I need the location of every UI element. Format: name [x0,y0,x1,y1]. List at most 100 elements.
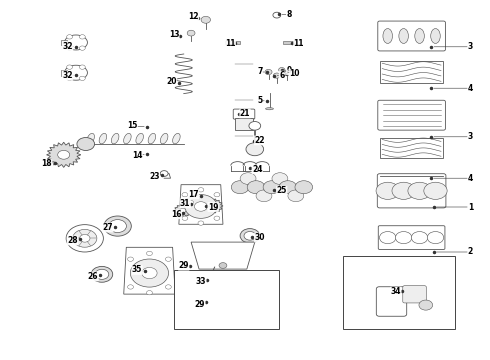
Bar [343,256,455,329]
Text: 6: 6 [279,71,284,80]
Circle shape [222,304,230,310]
Text: 9: 9 [287,66,292,75]
Text: 27: 27 [102,223,113,232]
Text: 3: 3 [468,42,473,51]
Circle shape [58,150,70,159]
Circle shape [288,190,304,202]
Circle shape [419,300,433,310]
Bar [380,138,443,158]
Circle shape [142,267,157,279]
Circle shape [180,208,186,213]
Bar [174,270,279,329]
Circle shape [379,231,396,244]
Text: 19: 19 [208,202,219,211]
Polygon shape [179,185,223,224]
Circle shape [392,182,416,199]
Circle shape [67,76,73,81]
Bar [283,41,297,44]
Text: 28: 28 [67,236,78,245]
Polygon shape [191,242,255,269]
Bar [380,61,443,83]
Circle shape [79,76,85,81]
Circle shape [147,251,152,256]
Circle shape [376,182,399,199]
Circle shape [166,257,171,261]
Text: 2: 2 [468,248,473,256]
Ellipse shape [123,133,131,144]
Circle shape [198,188,204,192]
Text: 22: 22 [254,136,265,145]
Circle shape [198,221,204,225]
Text: 15: 15 [127,122,138,130]
Circle shape [240,229,260,243]
Circle shape [247,181,265,194]
FancyBboxPatch shape [378,226,445,249]
Circle shape [231,181,249,194]
Text: 25: 25 [276,186,287,195]
Circle shape [256,190,272,202]
FancyBboxPatch shape [376,287,407,316]
Circle shape [127,285,133,289]
Circle shape [79,46,85,50]
Polygon shape [203,199,223,213]
Circle shape [279,181,297,194]
Circle shape [427,231,444,244]
Text: 11: 11 [294,39,304,48]
Text: 1: 1 [468,202,473,211]
Ellipse shape [160,133,168,144]
Circle shape [408,182,431,199]
Circle shape [182,216,188,220]
Text: 32: 32 [62,71,73,80]
Polygon shape [198,282,255,310]
Circle shape [279,68,285,72]
Circle shape [127,257,133,261]
Circle shape [189,201,194,204]
Circle shape [265,69,272,75]
Circle shape [214,193,220,197]
Circle shape [284,71,290,76]
Text: 34: 34 [391,287,401,296]
Circle shape [147,291,152,295]
Bar [61,40,67,45]
Text: 21: 21 [240,109,250,118]
Text: 20: 20 [166,77,177,85]
Text: 17: 17 [188,190,199,199]
Polygon shape [184,197,198,207]
Text: 11: 11 [225,39,236,48]
Circle shape [295,181,313,194]
Circle shape [79,35,85,39]
Circle shape [249,122,261,130]
Circle shape [195,202,207,211]
Circle shape [214,216,220,220]
FancyBboxPatch shape [377,174,446,208]
Text: 4: 4 [468,84,473,93]
Text: 3: 3 [468,132,473,141]
Text: 29: 29 [178,261,189,270]
Ellipse shape [431,28,440,44]
Circle shape [244,231,256,240]
Circle shape [185,194,217,218]
Ellipse shape [99,133,107,144]
Text: 7: 7 [257,68,262,77]
Polygon shape [47,142,81,167]
Ellipse shape [65,35,87,50]
Circle shape [79,65,85,69]
Ellipse shape [148,133,156,144]
Text: 30: 30 [254,233,265,242]
Circle shape [160,171,168,176]
Circle shape [79,234,90,242]
Text: 14: 14 [132,151,143,160]
FancyBboxPatch shape [378,21,445,51]
Circle shape [263,181,281,194]
Text: 33: 33 [196,277,206,286]
Circle shape [91,266,113,282]
Circle shape [109,220,126,233]
Text: 24: 24 [252,165,263,174]
FancyBboxPatch shape [233,109,255,119]
Circle shape [67,46,73,50]
Circle shape [411,231,428,244]
Circle shape [210,203,217,208]
Circle shape [246,143,264,156]
Ellipse shape [87,133,95,144]
Text: 13: 13 [169,30,179,39]
